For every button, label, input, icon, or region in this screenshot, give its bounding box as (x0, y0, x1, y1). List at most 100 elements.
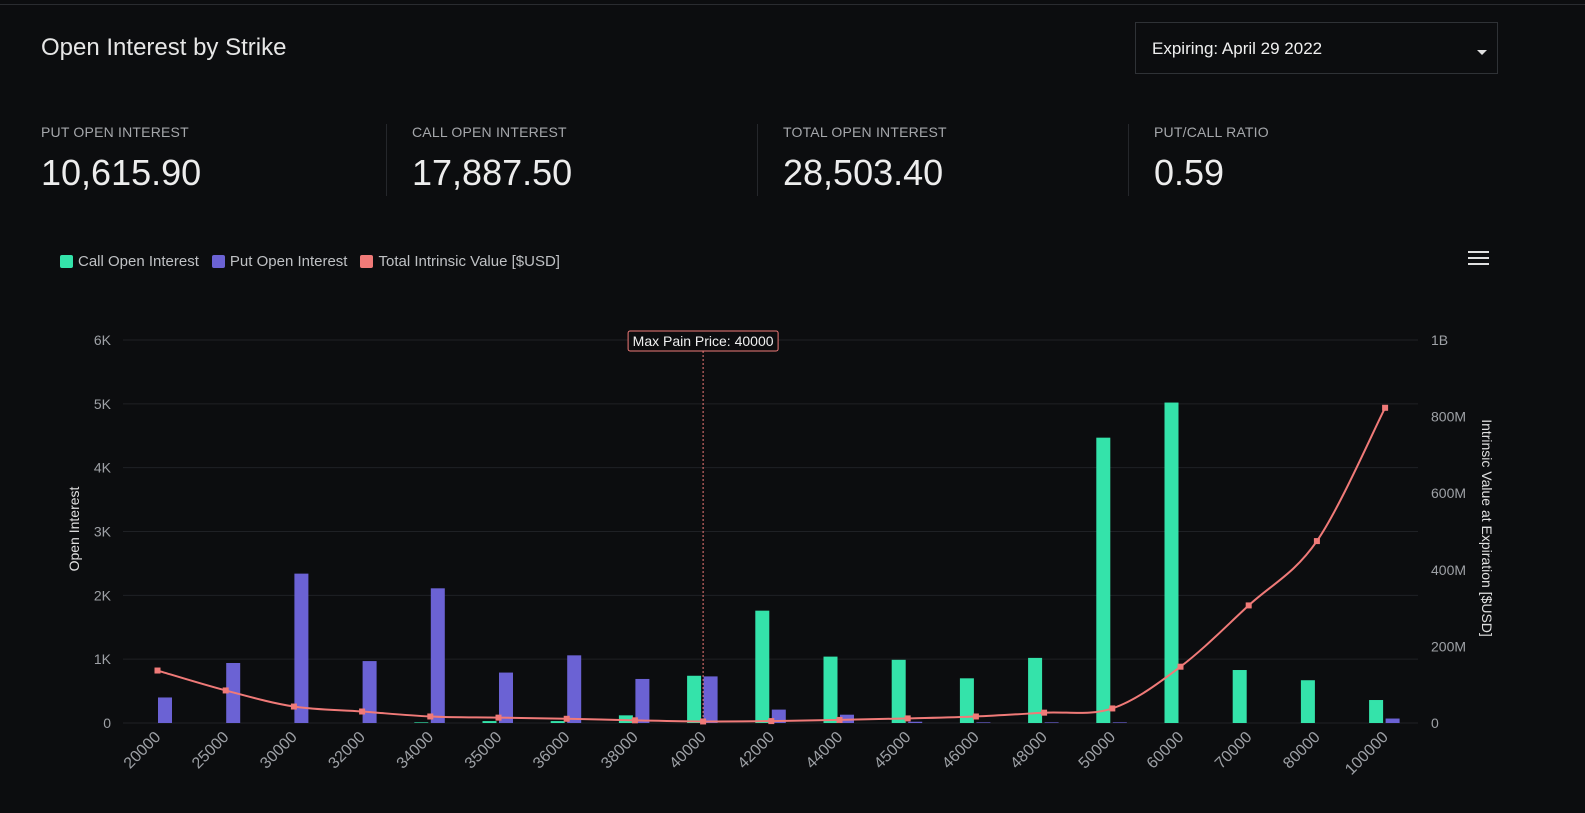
put-bar (635, 678, 650, 723)
intrinsic-value-point (427, 713, 434, 720)
x-tick-label: 44000 (803, 729, 847, 773)
call-bar (1232, 670, 1247, 723)
put-bar (1385, 718, 1400, 723)
call-bar (687, 675, 702, 723)
y-right-tick-label: 800M (1431, 409, 1466, 425)
legend-swatch-put (211, 255, 225, 268)
intrinsic-value-line (157, 407, 1386, 723)
y-right-tick-label: 200M (1431, 638, 1466, 654)
intrinsic-value-point (1382, 404, 1389, 411)
stat-divider (757, 124, 758, 196)
call-bar (755, 610, 770, 723)
y-right-tick-label: 400M (1431, 562, 1466, 578)
call-bar (1028, 657, 1043, 723)
intrinsic-value-point (1177, 663, 1184, 670)
stat-label: PUT OPEN INTEREST (41, 124, 189, 140)
call-bar (414, 722, 429, 723)
intrinsic-value-point (1109, 705, 1116, 712)
x-tick-label: 80000 (1280, 729, 1324, 773)
y-right-tick-label: 0 (1431, 715, 1439, 731)
y-right-tick-label: 1B (1431, 332, 1448, 348)
x-tick-label: 25000 (189, 729, 233, 773)
x-tick-label: 70000 (1212, 729, 1256, 773)
x-tick-label: 20000 (121, 729, 165, 773)
put-bar (294, 573, 309, 723)
intrinsic-value-point (1245, 602, 1252, 609)
legend-swatch-intrinsic (360, 255, 374, 268)
y-tick-label: 2K (94, 587, 112, 603)
legend-label-intrinsic: Total Intrinsic Value [$USD] (378, 253, 560, 270)
intrinsic-value-point (972, 713, 979, 720)
x-tick-label: 60000 (1144, 729, 1188, 773)
hamburger-menu-icon[interactable] (1468, 251, 1489, 267)
stat-value: 28,503.40 (783, 152, 944, 193)
put-bar (976, 722, 991, 723)
call-bar (1300, 680, 1315, 723)
stat-value: 0.59 (1154, 152, 1225, 193)
intrinsic-value-point (563, 715, 570, 722)
x-tick-label: 32000 (325, 729, 369, 773)
x-tick-label: 42000 (735, 729, 779, 773)
x-tick-label: 38000 (598, 729, 642, 773)
put-bar (499, 672, 513, 723)
put-bar (362, 661, 377, 723)
stat-label: CALL OPEN INTEREST (412, 124, 567, 140)
expiry-select[interactable]: Expiring: April 29 2022 (1135, 22, 1498, 74)
x-tick-label: 46000 (939, 729, 983, 773)
put-bar (703, 676, 718, 723)
y-right-axis-title: Intrinsic Value at Expiration [$USD] (1479, 419, 1495, 637)
x-tick-label: 50000 (1076, 729, 1120, 773)
put-bar (567, 655, 582, 723)
expiry-select-label: Expiring: April 29 2022 (1152, 39, 1323, 58)
y-right-tick-label: 600M (1431, 485, 1466, 501)
stat-put-open-interest: PUT OPEN INTEREST 10,615.90 (41, 124, 201, 196)
stat-total-open-interest: TOTAL OPEN INTEREST 28,503.40 (783, 124, 947, 196)
y-tick-label: 3K (94, 524, 112, 540)
put-bar (158, 697, 172, 723)
put-bar (771, 709, 786, 723)
call-bar (823, 656, 838, 723)
stat-value: 17,887.50 (412, 152, 573, 193)
call-bar (550, 721, 565, 723)
max-pain-label: Max Pain Price: 40000 (633, 333, 774, 349)
stat-call-open-interest: CALL OPEN INTEREST 17,887.50 (412, 124, 572, 196)
x-tick-label: 48000 (1007, 729, 1051, 773)
y-axis-title: Open Interest (66, 486, 82, 571)
x-tick-label: 30000 (257, 729, 301, 773)
stat-value: 10,615.90 (41, 152, 202, 193)
legend-label-put: Put Open Interest (229, 253, 348, 270)
intrinsic-value-point (631, 717, 638, 724)
call-bar (959, 678, 974, 723)
legend-item-call[interactable]: Call Open Interest (60, 253, 199, 270)
put-bar (1112, 722, 1127, 723)
call-bar (1164, 402, 1179, 723)
call-bar (891, 659, 906, 723)
stat-label: TOTAL OPEN INTEREST (783, 124, 947, 140)
y-tick-label: 1K (94, 651, 112, 667)
y-tick-label: 5K (94, 396, 112, 412)
legend-item-put[interactable]: Put Open Interest (211, 253, 348, 270)
put-bar (430, 588, 445, 723)
max-pain-label-box (627, 330, 779, 352)
intrinsic-value-point (904, 715, 911, 722)
intrinsic-value-point (1041, 709, 1048, 716)
chevron-down-icon (1477, 50, 1487, 55)
call-bar (1369, 700, 1384, 723)
intrinsic-value-point (768, 718, 775, 725)
top-divider (0, 4, 1585, 5)
intrinsic-value-point (359, 708, 366, 715)
stat-divider (386, 124, 387, 196)
intrinsic-value-point (700, 718, 707, 725)
intrinsic-value-point (495, 714, 502, 721)
x-tick-label: 100000 (1342, 729, 1392, 779)
stat-put-call-ratio: PUT/CALL RATIO 0.59 (1154, 124, 1269, 196)
intrinsic-value-point (154, 667, 161, 674)
x-tick-label: 34000 (394, 729, 438, 773)
x-tick-label: 45000 (871, 729, 915, 773)
call-bar (482, 721, 497, 723)
page-title: Open Interest by Strike (41, 34, 287, 61)
legend-item-intrinsic[interactable]: Total Intrinsic Value [$USD] (360, 253, 560, 270)
intrinsic-value-point (222, 687, 229, 694)
legend-label-call: Call Open Interest (78, 253, 199, 270)
